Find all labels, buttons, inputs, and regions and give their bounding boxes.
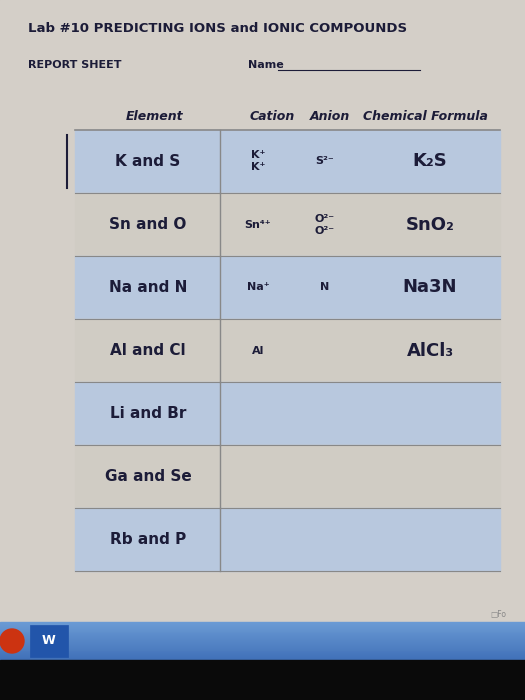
Text: Element: Element <box>126 110 184 123</box>
Bar <box>0 643 525 645</box>
Text: W: W <box>42 634 56 648</box>
Bar <box>0 628 525 629</box>
Bar <box>0 0 525 622</box>
Bar <box>0 647 525 649</box>
Text: Rb and P: Rb and P <box>110 532 186 547</box>
Bar <box>75 193 500 256</box>
Text: □Fo: □Fo <box>490 610 506 619</box>
Bar <box>0 645 525 647</box>
Bar <box>0 660 525 700</box>
Text: REPORT SHEET: REPORT SHEET <box>28 60 121 70</box>
Text: K⁺: K⁺ <box>251 150 265 160</box>
Bar <box>30 625 68 657</box>
Text: Ga and Se: Ga and Se <box>104 469 192 484</box>
Text: Chemical Formula: Chemical Formula <box>363 110 487 123</box>
Text: Cation: Cation <box>249 110 295 123</box>
Bar <box>75 256 500 319</box>
Text: Sn and O: Sn and O <box>109 217 187 232</box>
Bar <box>0 656 525 658</box>
Text: Anion: Anion <box>310 110 350 123</box>
Text: Name: Name <box>248 60 284 70</box>
Bar <box>0 624 525 626</box>
Bar <box>0 637 525 639</box>
Text: SnO₂: SnO₂ <box>405 216 455 234</box>
Text: O²⁻: O²⁻ <box>315 225 335 235</box>
Bar <box>0 626 525 628</box>
Text: Na⁺: Na⁺ <box>247 283 269 293</box>
Text: Na and N: Na and N <box>109 280 187 295</box>
Bar <box>0 658 525 660</box>
Bar <box>0 649 525 650</box>
Text: AlCl₃: AlCl₃ <box>406 342 454 360</box>
Text: Al: Al <box>252 346 264 356</box>
Text: K₂S: K₂S <box>413 153 447 171</box>
Bar <box>0 634 525 636</box>
Text: Na3N: Na3N <box>403 279 457 297</box>
Bar <box>0 622 525 624</box>
Circle shape <box>0 629 24 653</box>
Text: Al and Cl: Al and Cl <box>110 343 186 358</box>
Text: O²⁻: O²⁻ <box>315 214 335 223</box>
Bar <box>0 652 525 655</box>
Bar <box>75 508 500 571</box>
Bar <box>75 382 500 445</box>
Bar <box>75 445 500 508</box>
Bar <box>0 650 525 652</box>
Text: N: N <box>320 283 330 293</box>
Text: Li and Br: Li and Br <box>110 406 186 421</box>
Bar <box>0 654 525 656</box>
Text: K⁺: K⁺ <box>251 162 265 172</box>
Bar <box>0 629 525 631</box>
Bar <box>0 636 525 637</box>
Bar <box>0 631 525 634</box>
Text: S²⁻: S²⁻ <box>316 157 334 167</box>
Text: Sn⁴⁺: Sn⁴⁺ <box>245 220 271 230</box>
Bar <box>0 641 525 643</box>
Bar <box>75 130 500 193</box>
Bar <box>0 639 525 641</box>
Text: Lab #10 PREDICTING IONS and IONIC COMPOUNDS: Lab #10 PREDICTING IONS and IONIC COMPOU… <box>28 22 407 35</box>
Text: K and S: K and S <box>116 154 181 169</box>
Bar <box>75 319 500 382</box>
